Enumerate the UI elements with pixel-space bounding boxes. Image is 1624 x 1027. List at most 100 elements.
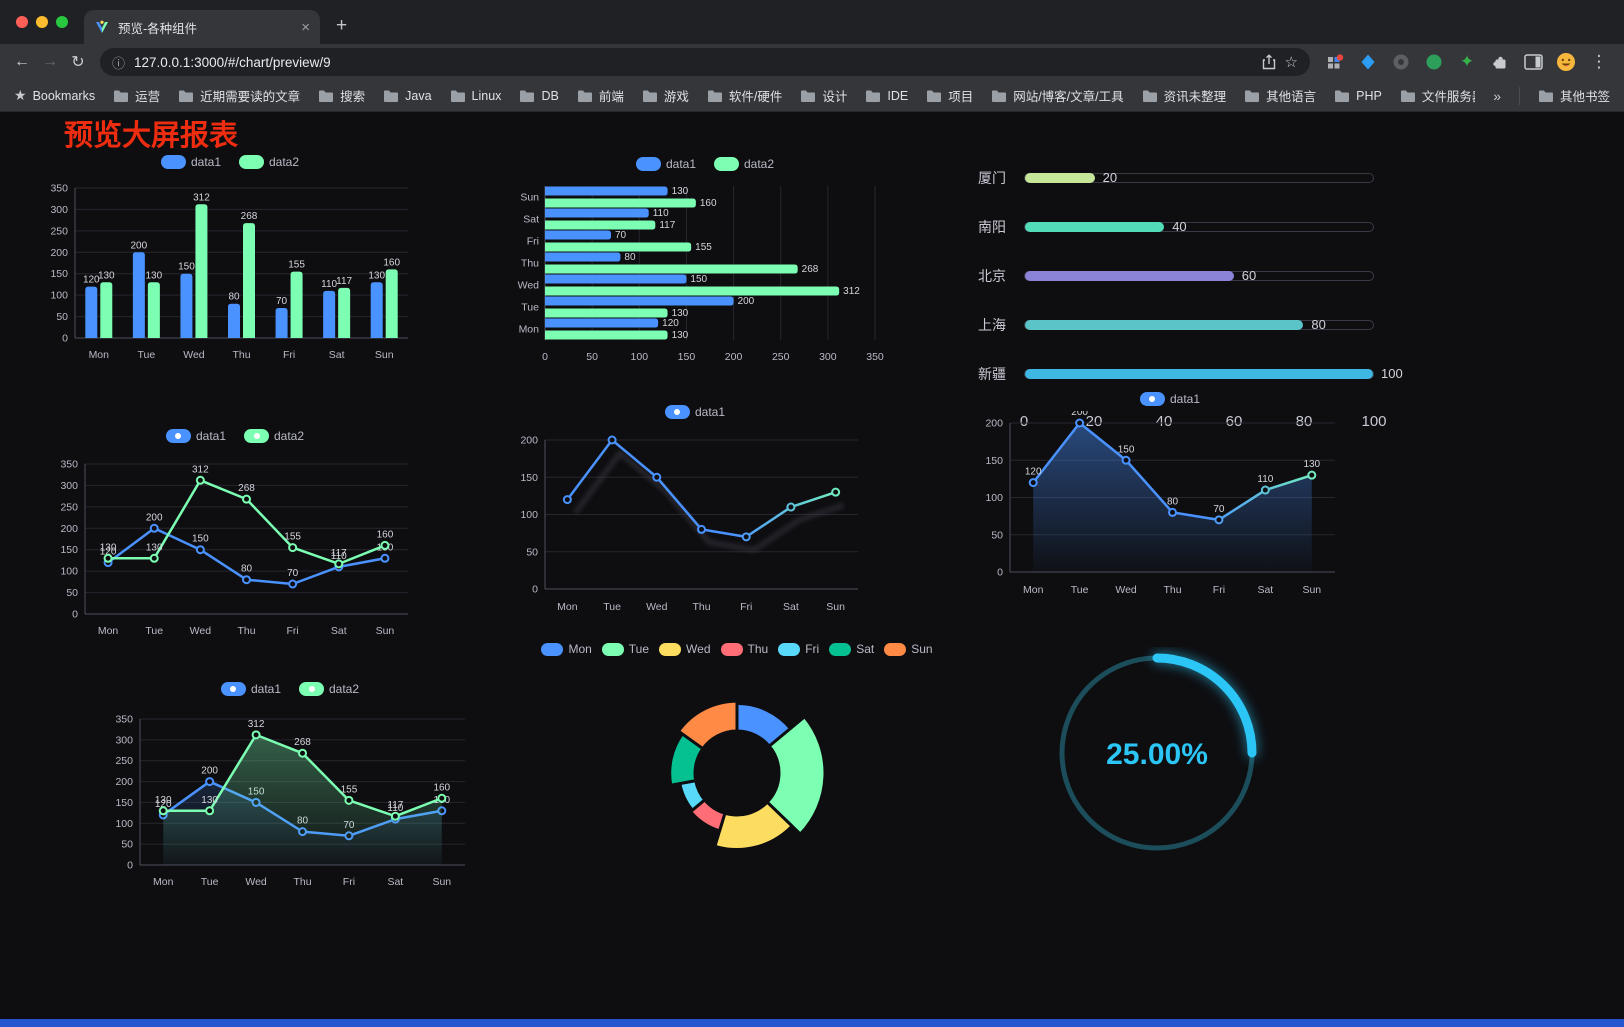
- legend-item[interactable]: data1: [220, 682, 281, 696]
- svg-text:50: 50: [66, 587, 78, 599]
- legend-item[interactable]: data1: [1139, 392, 1200, 406]
- folder-icon: [179, 90, 194, 102]
- extension-circle-green-icon[interactable]: [1423, 51, 1445, 73]
- minimize-button[interactable]: [36, 16, 48, 28]
- back-icon[interactable]: ←: [14, 53, 30, 70]
- toolbar-extensions: ✦ ⋮: [1318, 51, 1616, 73]
- other-bookmarks[interactable]: 其他书签: [1538, 86, 1610, 105]
- chart-canvas[interactable]: 0 50 100 150 200 Mon Tue Wed Thu Fri Sat Sun: [500, 424, 890, 618]
- svg-text:110: 110: [1257, 474, 1273, 485]
- svg-text:Mon: Mon: [557, 601, 578, 613]
- bookmark-folder[interactable]: 软件/硬件: [707, 86, 782, 105]
- legend-item[interactable]: data2: [239, 155, 299, 169]
- svg-text:Sun: Sun: [376, 625, 395, 637]
- bookmark-folder[interactable]: 其他语言: [1244, 86, 1316, 105]
- bookmark-folder[interactable]: 近期需要读的文章: [178, 86, 300, 105]
- bookmark-folder-label: 其他语言: [1266, 90, 1317, 104]
- chart-canvas[interactable]: 25.00%: [990, 647, 1330, 862]
- bookmark-folder-label: 资讯未整理: [1163, 90, 1227, 104]
- extensions-puzzle-icon[interactable]: [1489, 51, 1511, 73]
- chart-area-line[interactable]: data1 0 50 100 150 200 Mon Tue Wed Thu Fri Sat Sun 12…: [975, 387, 1365, 606]
- svg-text:268: 268: [802, 264, 819, 275]
- chart-canvas[interactable]: [542, 661, 932, 891]
- bookmark-folder[interactable]: 项目: [926, 86, 973, 105]
- chart-canvas[interactable]: 0 50 100 150 200 250 300 350 Mon Tue Wed Thu Fri Sat S…: [30, 174, 430, 366]
- bookmark-folder[interactable]: Java: [383, 86, 432, 105]
- legend-marker: [165, 429, 191, 443]
- bookmark-folder[interactable]: 设计: [800, 86, 847, 105]
- bookmark-folder[interactable]: DB: [519, 86, 559, 105]
- legend-item[interactable]: Sat: [829, 642, 874, 656]
- svg-text:312: 312: [192, 464, 209, 475]
- extension-grid-icon[interactable]: [1324, 51, 1346, 73]
- tab-close-icon[interactable]: ×: [301, 18, 310, 36]
- url-text[interactable]: 127.0.0.1:3000/#/chart/preview/9: [134, 54, 331, 70]
- bookmark-folder[interactable]: 资讯未整理: [1142, 86, 1227, 105]
- extension-circle-dark-icon[interactable]: [1390, 51, 1412, 73]
- extension-star-icon[interactable]: ✦: [1459, 52, 1475, 71]
- profile-avatar[interactable]: [1555, 51, 1577, 73]
- svg-text:Fri: Fri: [740, 601, 752, 613]
- bookmark-folder[interactable]: 运营: [113, 86, 160, 105]
- legend-item[interactable]: Tue: [601, 642, 649, 656]
- chart-multi-area-line[interactable]: data1 data2 0 50 100 150 200 250 300 350 Mon Tue Wed…: [95, 677, 485, 898]
- bookmarks-overflow-icon[interactable]: »: [1493, 87, 1501, 104]
- site-info-icon[interactable]: ⓘ: [112, 55, 126, 71]
- svg-text:Wed: Wed: [190, 625, 212, 637]
- bookmark-star-icon[interactable]: ☆: [1284, 54, 1298, 71]
- chart-horizontal-bar[interactable]: data1 data2 0 50 100 150 200 250 300 350 Mon 120 130…: [505, 152, 905, 373]
- bookmarks-label: Bookmarks: [32, 88, 96, 103]
- menu-icon[interactable]: ⋮: [1590, 52, 1608, 71]
- chart-legend: data1 data2: [505, 152, 905, 176]
- chart-grouped-bar[interactable]: data1 data2 0 50 100 150 200 250 300 350 Mon Tue Wed…: [30, 150, 430, 371]
- legend-item[interactable]: data1: [664, 405, 725, 419]
- progress-fill: [1025, 320, 1304, 330]
- legend-item[interactable]: data1: [160, 155, 221, 169]
- svg-text:Tue: Tue: [521, 302, 539, 314]
- close-button[interactable]: [16, 16, 28, 28]
- chart-rose-donut[interactable]: Mon Tue Wed Thu Fri Sat Sun: [541, 637, 933, 896]
- bookmarks-label-item[interactable]: ★ Bookmarks: [14, 87, 95, 104]
- browser-tab[interactable]: 预览-各种组件 ×: [84, 10, 320, 44]
- legend-item[interactable]: data2: [299, 682, 359, 696]
- legend-item[interactable]: data2: [714, 157, 774, 171]
- bookmark-folder[interactable]: 文件服务器: [1400, 86, 1475, 105]
- legend-marker: [720, 642, 743, 656]
- address-bar[interactable]: ⓘ 127.0.0.1:3000/#/chart/preview/9 ☆: [100, 48, 1310, 76]
- share-icon[interactable]: [1262, 54, 1276, 70]
- chart-multi-line[interactable]: data1 data2 0 50 100 150 200 250 300 350 Mon Tue Wed…: [40, 424, 430, 647]
- zoom-button[interactable]: [56, 16, 68, 28]
- svg-text:350: 350: [60, 459, 78, 471]
- new-tab-button[interactable]: +: [336, 15, 348, 36]
- bookmark-folder[interactable]: 网站/博客/文章/工具: [991, 86, 1124, 105]
- chart-canvas[interactable]: 0 50 100 150 200 250 300 350 Mon Tue Wed Thu Fri Sat S…: [95, 701, 485, 893]
- legend-item[interactable]: Thu: [720, 642, 768, 656]
- side-panel-icon[interactable]: [1522, 51, 1544, 73]
- bookmark-folder[interactable]: Linux: [450, 86, 501, 105]
- svg-text:350: 350: [50, 183, 68, 195]
- chart-canvas[interactable]: 0 50 100 150 200 250 300 350 Mon Tue Wed Thu Fri Sat S…: [40, 448, 430, 642]
- chart-gauge[interactable]: 25.00%: [990, 647, 1330, 867]
- bookmark-folder[interactable]: 搜索: [318, 86, 365, 105]
- chart-progress-bars[interactable]: 厦门 20 南阳 40 北京 60 上海 80 新疆 100 0 20 40 60 80 100: [978, 154, 1403, 435]
- svg-text:130: 130: [672, 186, 689, 197]
- legend-item[interactable]: Wed: [659, 642, 711, 656]
- legend-item[interactable]: data2: [244, 429, 304, 443]
- legend-item[interactable]: data1: [165, 429, 226, 443]
- svg-text:120: 120: [83, 275, 100, 286]
- legend-item[interactable]: Fri: [778, 642, 819, 656]
- reload-icon[interactable]: ↻: [71, 54, 85, 71]
- bookmark-folder[interactable]: 前端: [577, 86, 624, 105]
- bookmark-folder[interactable]: PHP: [1334, 86, 1382, 105]
- forward-icon[interactable]: →: [42, 53, 58, 70]
- legend-item[interactable]: Mon: [541, 642, 592, 656]
- bookmark-folder[interactable]: IDE: [865, 86, 908, 105]
- legend-item[interactable]: Sun: [884, 642, 933, 656]
- legend-item[interactable]: data1: [635, 157, 696, 171]
- chart-gradient-line[interactable]: data1 0 50 100 150 200 Mon Tue Wed Thu Fri Sat Sun: [500, 400, 890, 623]
- extension-kite-icon[interactable]: [1357, 51, 1379, 73]
- bookmark-folder[interactable]: 游戏: [642, 86, 689, 105]
- chart-legend: data1 data2: [40, 424, 430, 448]
